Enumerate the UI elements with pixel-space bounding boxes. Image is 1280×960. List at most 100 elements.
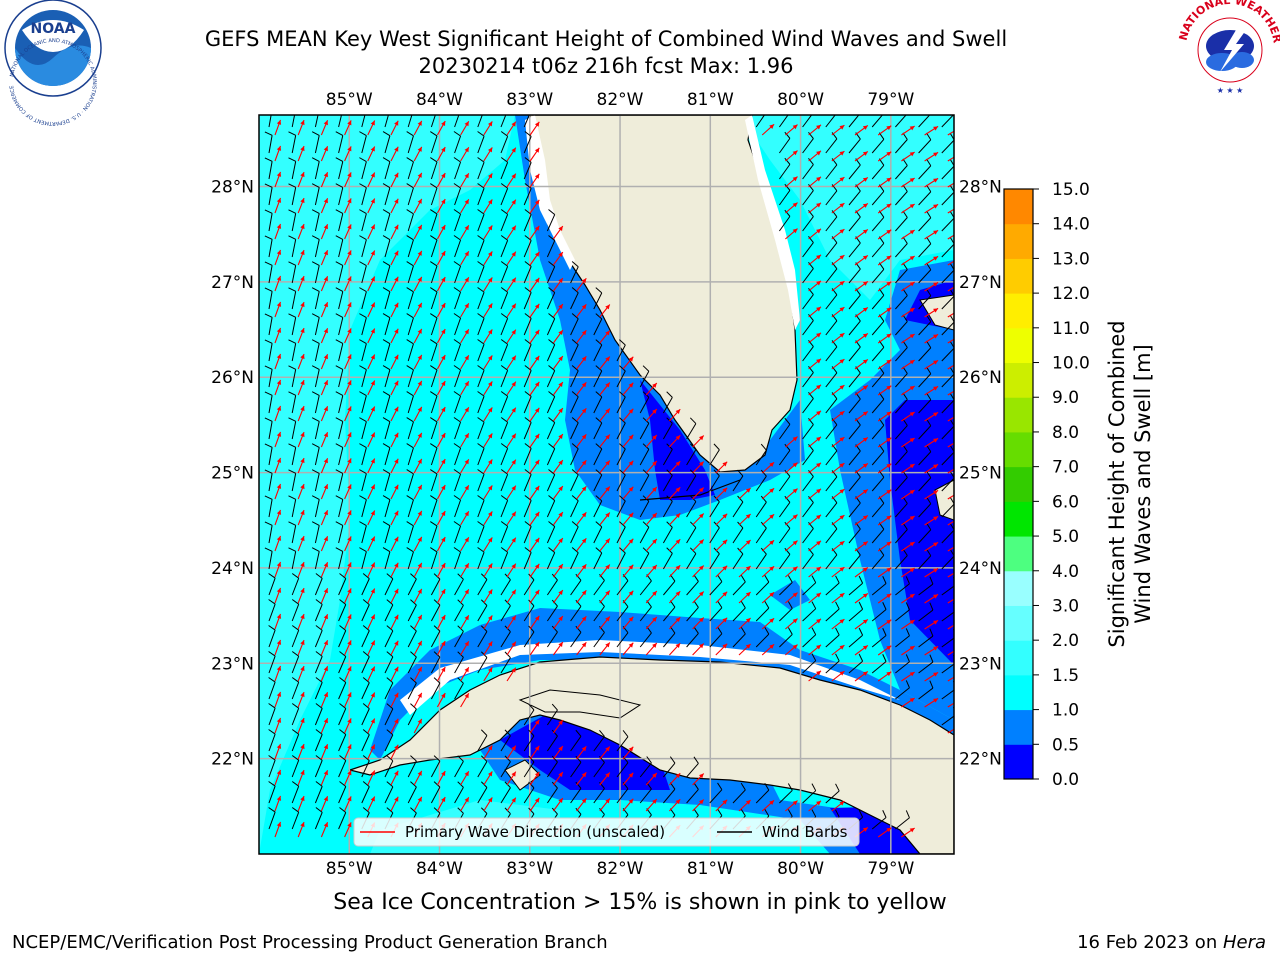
wind-barb [755, 443, 767, 466]
wind-barb [778, 115, 789, 128]
wind-barb [500, 521, 509, 544]
wind-barb [453, 469, 462, 492]
wave-arrow [506, 641, 517, 656]
wind-barb [288, 261, 297, 284]
wave-arrow [576, 745, 587, 760]
wave-arrow [668, 564, 681, 578]
wind-barb [546, 599, 558, 622]
wave-arrow [320, 640, 329, 656]
wave-arrow [576, 355, 587, 370]
wave-arrow [901, 515, 915, 526]
lon-label-top: 85°W [326, 90, 373, 110]
wind-barb [338, 625, 347, 648]
wave-arrow [692, 773, 705, 786]
wave-arrow [529, 511, 540, 526]
wave-arrow [599, 460, 611, 474]
wind-barb [264, 157, 273, 180]
wave-arrow [320, 510, 329, 526]
wind-barb [802, 443, 814, 466]
colorbar-tick: 15.0 [1052, 180, 1090, 200]
wave-arrow [390, 770, 399, 786]
wave-arrow [297, 587, 305, 604]
wind-barb [871, 654, 887, 674]
wind-barb [384, 729, 394, 752]
wave-arrow [645, 616, 658, 630]
wave-arrow [761, 487, 775, 500]
wind-barb [546, 417, 556, 440]
wind-barb [778, 157, 791, 180]
wave-arrow [599, 356, 611, 370]
wave-arrow [924, 307, 939, 318]
colorbar-tick: 14.0 [1052, 215, 1090, 235]
wave-arrow [367, 640, 376, 656]
wave-arrow [529, 537, 540, 552]
wave-arrow [344, 770, 352, 786]
wave-arrow [854, 593, 869, 604]
wave-arrow [599, 330, 611, 344]
wave-arrow [854, 255, 869, 266]
wave-arrow [854, 359, 869, 370]
wave-arrow [599, 772, 611, 786]
wind-barb [500, 547, 509, 570]
wave-arrow [877, 151, 892, 162]
wave-arrow [274, 327, 282, 344]
wave-arrow [854, 463, 869, 474]
wind-barb [593, 313, 603, 336]
wave-arrow [808, 124, 822, 136]
wind-barb [523, 339, 532, 362]
wave-arrow [785, 800, 798, 812]
wave-arrow [831, 280, 845, 292]
wave-arrow [436, 510, 446, 526]
wind-barb [662, 391, 673, 414]
wave-arrow [390, 640, 399, 656]
wave-arrow [367, 770, 376, 786]
wave-arrow [622, 356, 634, 370]
wave-arrow [808, 280, 822, 292]
wave-arrow [668, 772, 681, 786]
wave-arrow [436, 276, 446, 292]
wind-barb [918, 602, 934, 622]
wind-barb [311, 313, 320, 336]
wave-arrow [506, 745, 517, 760]
wave-arrow [367, 510, 376, 526]
wind-barb [288, 495, 297, 518]
wind-barb [359, 495, 367, 518]
wind-barb [359, 131, 367, 154]
wind-barb [453, 313, 462, 336]
wave-arrow [924, 619, 939, 630]
wind-barb [335, 157, 344, 180]
wind-barb [546, 521, 556, 544]
wind-barb [335, 365, 344, 388]
wave-arrow [344, 198, 352, 214]
wave-arrow [483, 329, 493, 344]
wave-arrow [947, 442, 954, 448]
wind-barb [639, 756, 652, 778]
colorbar-tick: 10.0 [1052, 354, 1090, 374]
wave-arrow [877, 333, 892, 344]
wind-barb [430, 183, 438, 206]
wave-arrow [924, 489, 939, 500]
wind-barb [778, 495, 791, 518]
lon-label-bottom: 85°W [326, 859, 373, 879]
wave-arrow [808, 462, 822, 474]
wind-barb [639, 469, 650, 492]
wind-barb [264, 417, 273, 440]
wave-arrow [808, 644, 822, 656]
wave-arrow [297, 691, 305, 708]
wind-barb [477, 339, 485, 362]
wave-arrow [901, 333, 915, 344]
wave-arrow [390, 510, 399, 526]
wave-arrow [622, 772, 634, 786]
wind-barb [430, 573, 441, 596]
colorbar-tick: 7.0 [1052, 458, 1079, 478]
wave-arrow [947, 546, 954, 552]
wind-barb [288, 131, 297, 154]
wave-arrow [901, 411, 915, 422]
wave-arrow [413, 666, 423, 682]
wind-barb [802, 339, 814, 362]
wave-arrow [390, 172, 399, 188]
wind-barb [264, 235, 273, 258]
wind-barb [311, 521, 320, 544]
wave-arrow [808, 332, 822, 344]
wave-arrow [645, 772, 658, 786]
